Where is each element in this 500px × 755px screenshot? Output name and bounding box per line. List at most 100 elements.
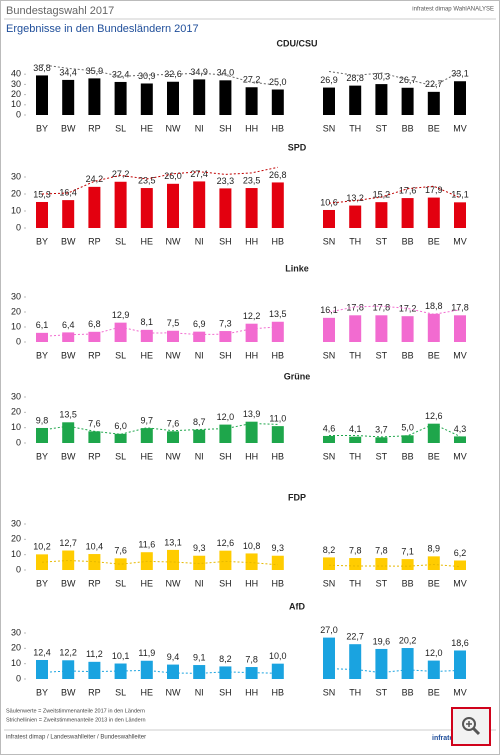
value-label: 9,1 (193, 652, 206, 662)
x-tick-label: MV (453, 578, 467, 588)
bar (375, 315, 388, 342)
x-tick-label: NI (195, 350, 204, 360)
x-tick-label: SN (323, 350, 336, 360)
bar (454, 81, 466, 115)
y-tick-label: 30 (11, 391, 21, 401)
y-tick-label: 10 (11, 549, 21, 559)
bar (271, 663, 284, 679)
bar (88, 331, 101, 342)
x-tick-label: BB (402, 687, 414, 697)
bar (323, 637, 335, 679)
value-label: 17,8 (346, 303, 364, 313)
bar (271, 555, 284, 570)
bar (454, 650, 466, 679)
x-tick-label: SH (219, 123, 232, 133)
value-label: 27,4 (190, 169, 208, 179)
x-tick-label: RP (88, 687, 101, 697)
x-tick-label: TH (349, 350, 361, 360)
bar (375, 437, 388, 443)
y-tick-label: 20 (11, 306, 21, 316)
bar (114, 663, 127, 679)
bar (349, 315, 362, 342)
value-label: 16,4 (59, 187, 77, 197)
value-label: 10,6 (320, 197, 338, 207)
x-tick-label: HE (141, 350, 154, 360)
x-tick-label: TH (349, 123, 361, 133)
value-label: 30,3 (373, 71, 391, 81)
y-tick-label: 40 (11, 69, 21, 79)
value-label: 12,2 (59, 648, 77, 658)
value-label: 11,0 (269, 414, 286, 424)
x-tick-label: BW (61, 123, 76, 133)
bar (167, 431, 179, 443)
bar (349, 558, 362, 570)
x-tick-label: ST (376, 123, 388, 133)
bar (88, 661, 101, 679)
bar (36, 201, 48, 228)
y-tick-label: 20 (11, 643, 21, 653)
value-label: 12,4 (33, 647, 51, 657)
value-label: 18,6 (451, 638, 469, 648)
value-label: 11,6 (138, 540, 155, 550)
bar (323, 87, 335, 115)
bar (427, 660, 440, 679)
bar (375, 558, 388, 570)
bar (245, 87, 258, 115)
x-tick-label: BE (428, 236, 440, 246)
bar (140, 660, 153, 679)
bar (114, 81, 127, 115)
value-label: 7,6 (167, 419, 180, 429)
panel-title: Grüne (284, 371, 311, 381)
value-label: 7,8 (349, 545, 362, 555)
value-label: 13,2 (346, 193, 364, 203)
bar (62, 79, 75, 115)
value-label: 12,2 (243, 311, 261, 321)
y-tick-label: 20 (11, 89, 21, 99)
bar (427, 313, 440, 342)
y-tick-label: 30 (11, 291, 21, 301)
x-tick-label: BY (36, 687, 48, 697)
bar (401, 559, 414, 570)
y-tick-label: 30 (11, 627, 21, 637)
bar (140, 188, 153, 228)
brand: infratest dimap WahlANALYSE (412, 7, 494, 13)
bar (193, 331, 206, 342)
zoom-button[interactable] (451, 707, 491, 746)
x-tick-label: BE (428, 578, 440, 588)
bar (271, 321, 284, 342)
line-2013 (41, 669, 278, 674)
bar (36, 332, 48, 342)
value-label: 7,5 (167, 318, 180, 328)
value-label: 12,6 (425, 411, 443, 421)
footnote: Strichellinien = Zweitstimmenanteile 201… (6, 717, 146, 723)
bar (193, 429, 206, 443)
x-tick-label: HH (245, 350, 258, 360)
x-tick-label: BW (61, 236, 76, 246)
value-label: 4,3 (454, 424, 467, 434)
y-tick-label: 10 (11, 658, 21, 668)
bar (167, 549, 179, 570)
value-label: 6,4 (62, 320, 75, 330)
value-label: 26,0 (164, 171, 182, 181)
x-tick-label: HE (141, 123, 154, 133)
bar (62, 660, 75, 679)
value-label: 8,7 (193, 417, 206, 427)
bar (219, 188, 232, 228)
x-tick-label: HB (272, 350, 285, 360)
value-label: 11,9 (138, 648, 155, 658)
zoom-frame[interactable] (451, 707, 491, 746)
y-tick-label: 10 (11, 99, 21, 109)
value-label: 23,5 (138, 175, 156, 185)
y-tick-label: 0 (16, 222, 21, 232)
bar (219, 550, 232, 570)
y-tick-label: 0 (16, 564, 21, 574)
bar (140, 83, 153, 115)
bar (114, 558, 127, 570)
bar (140, 329, 153, 342)
bar (114, 181, 127, 228)
bar (193, 181, 206, 228)
value-label: 3,7 (375, 425, 388, 435)
value-label: 25,0 (269, 77, 287, 87)
value-label: 8,2 (323, 545, 336, 555)
